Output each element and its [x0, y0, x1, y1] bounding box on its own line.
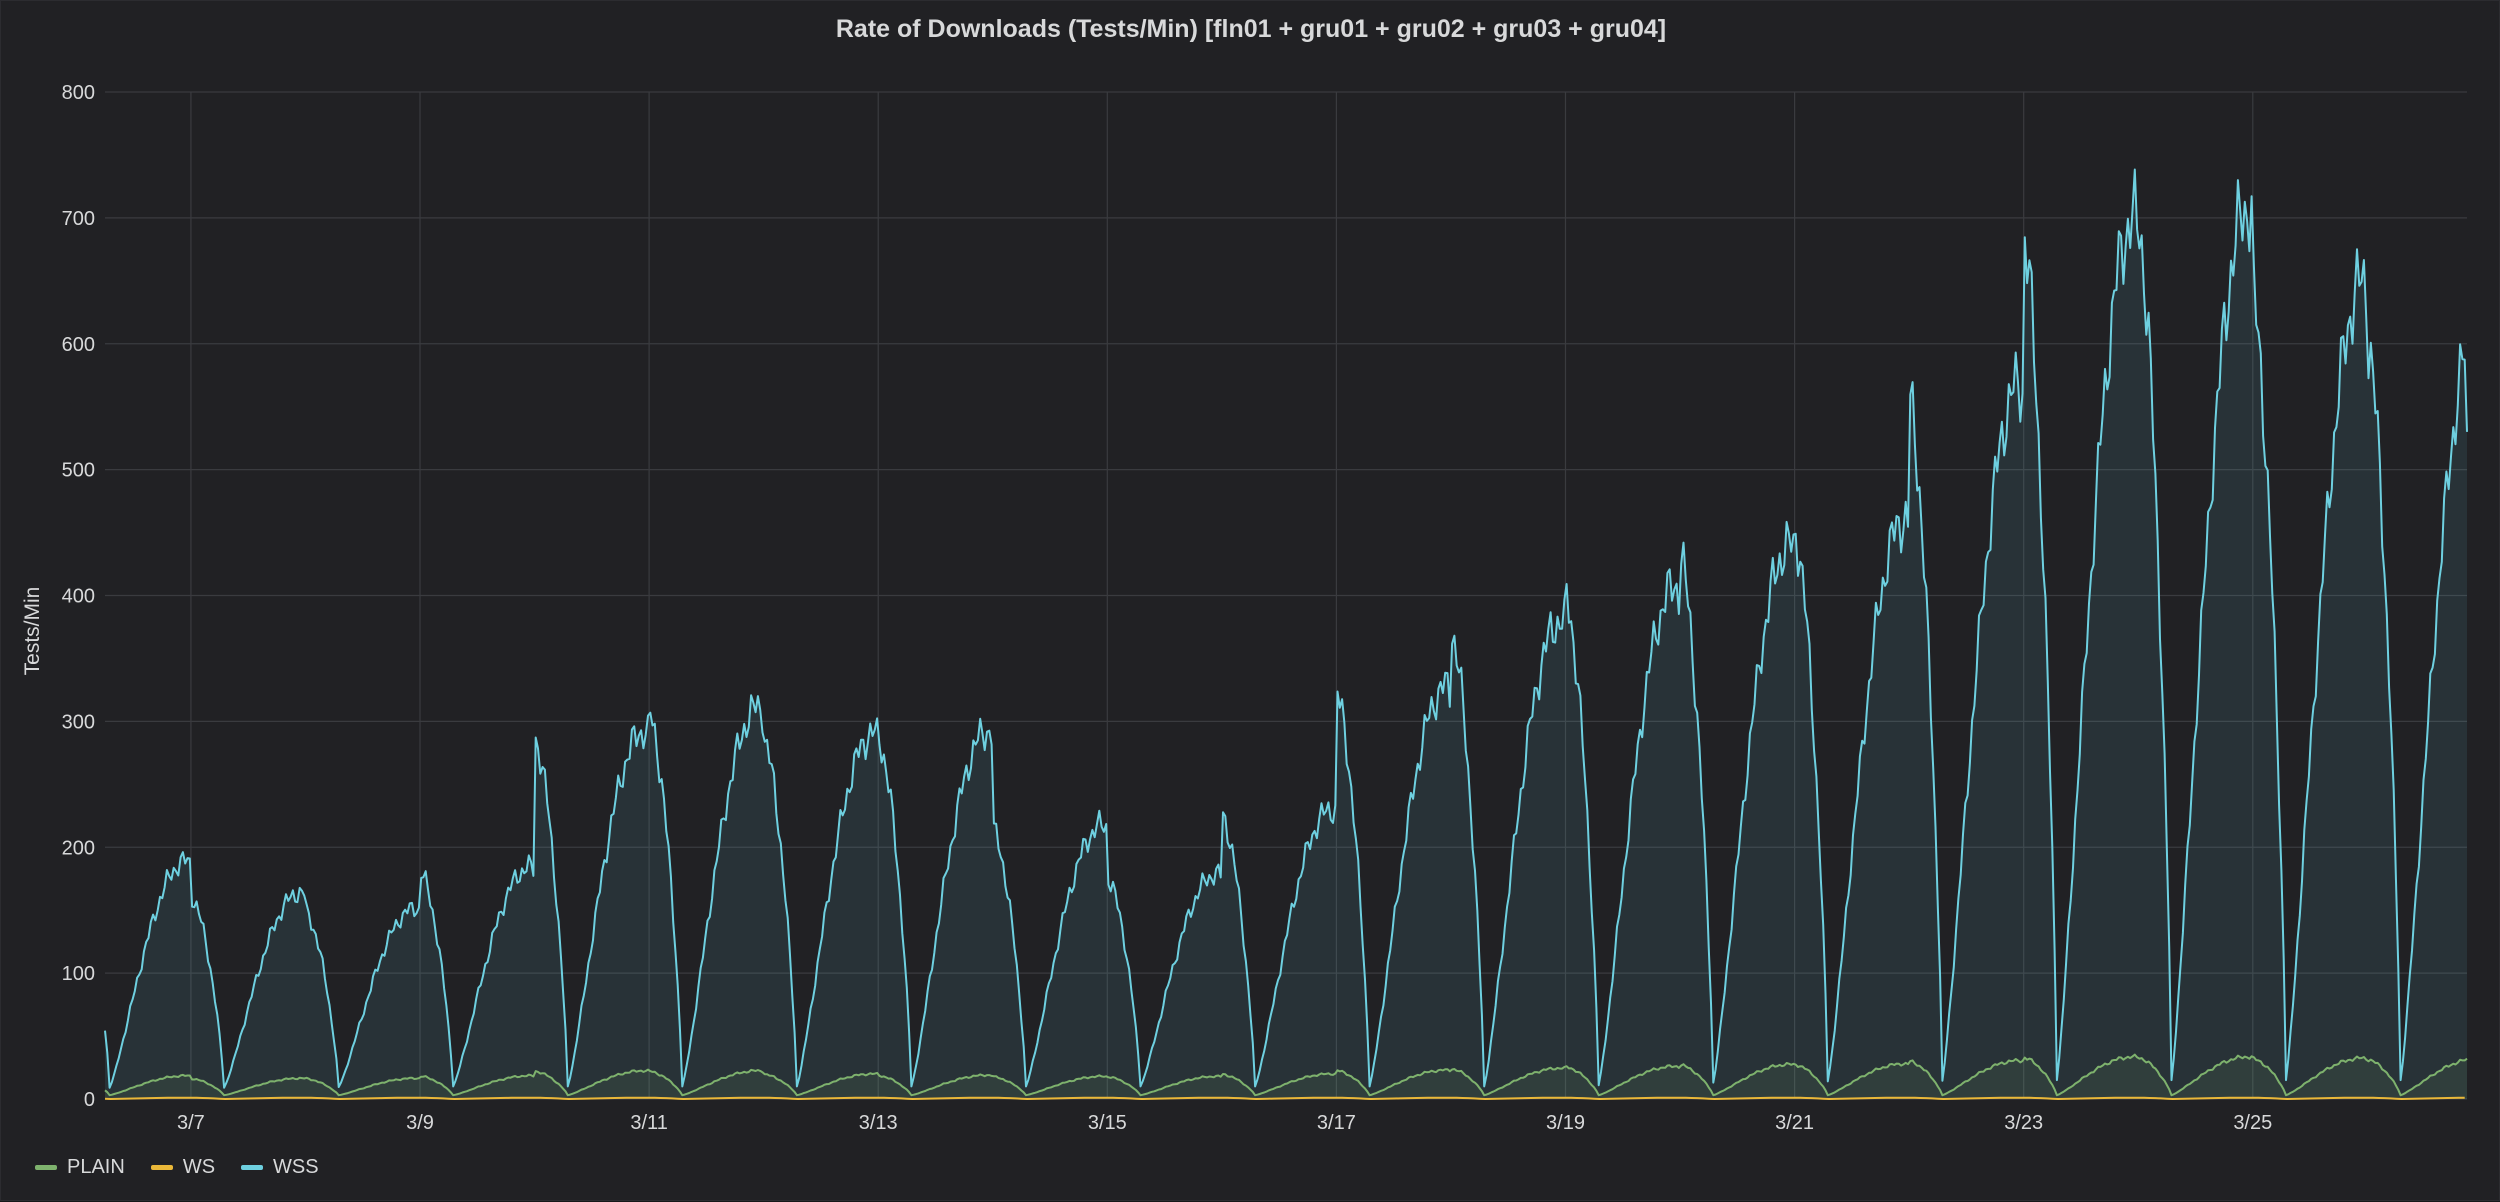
- legend-swatch-wss: [241, 1165, 264, 1170]
- legend-item-ws[interactable]: WS: [150, 1156, 216, 1179]
- series-area-plain: [105, 1054, 2467, 1099]
- x-tick-label: 3/17: [1317, 1112, 1356, 1134]
- x-tick-label: 3/19: [1546, 1112, 1585, 1134]
- grid-lines: [105, 91, 2467, 1100]
- y-tick-label: 0: [84, 1089, 95, 1111]
- series-line-plain: [104, 1053, 2468, 1097]
- legend-swatch-ws: [150, 1165, 173, 1170]
- series-ws: [104, 1096, 2465, 1100]
- legend-item-wss[interactable]: WSS: [241, 1156, 319, 1179]
- y-tick-label: 800: [62, 82, 95, 104]
- series-plain: [104, 1053, 2468, 1099]
- x-tick-label: 3/23: [2004, 1112, 2043, 1134]
- y-tick-label: 700: [62, 208, 95, 230]
- legend: PLAIN WS WSS: [35, 1156, 319, 1179]
- series-layer[interactable]: [104, 168, 2468, 1100]
- x-tick-label: 3/11: [630, 1112, 667, 1134]
- legend-label-wss: WSS: [273, 1156, 319, 1178]
- legend-label-plain: PLAIN: [67, 1156, 125, 1178]
- series-wss: [104, 168, 2468, 1099]
- y-axis-ticks: 0 100 200 300 400 500 600 700 800: [62, 82, 95, 1111]
- series-line-ws: [104, 1096, 2465, 1100]
- y-tick-label: 300: [62, 711, 95, 733]
- x-tick-label: 3/9: [406, 1112, 434, 1134]
- x-tick-label: 3/13: [859, 1112, 898, 1134]
- x-tick-label: 3/21: [1775, 1112, 1814, 1134]
- y-tick-label: 600: [62, 334, 95, 356]
- legend-item-plain[interactable]: PLAIN: [35, 1156, 125, 1179]
- y-tick-label: 100: [62, 963, 95, 985]
- x-tick-label: 3/15: [1088, 1112, 1127, 1134]
- y-tick-label: 200: [62, 837, 95, 859]
- x-tick-label: 3/7: [177, 1112, 205, 1134]
- series-area-wss: [105, 169, 2467, 1099]
- x-tick-label: 3/25: [2233, 1112, 2272, 1134]
- y-axis-label: Tests/Min: [21, 587, 44, 676]
- y-tick-label: 400: [62, 586, 95, 608]
- x-axis-ticks: 3/7 3/9 3/11 3/13 3/15 3/17 3/19 3/21 3/23 3/25: [177, 1112, 2272, 1134]
- y-tick-label: 500: [62, 460, 95, 482]
- legend-label-ws: WS: [182, 1156, 216, 1178]
- panel-title[interactable]: Rate of Downloads (Tests/Min) [fln01 + g…: [835, 15, 1667, 43]
- legend-swatch-plain: [35, 1165, 57, 1170]
- series-line-wss: [104, 168, 2468, 1089]
